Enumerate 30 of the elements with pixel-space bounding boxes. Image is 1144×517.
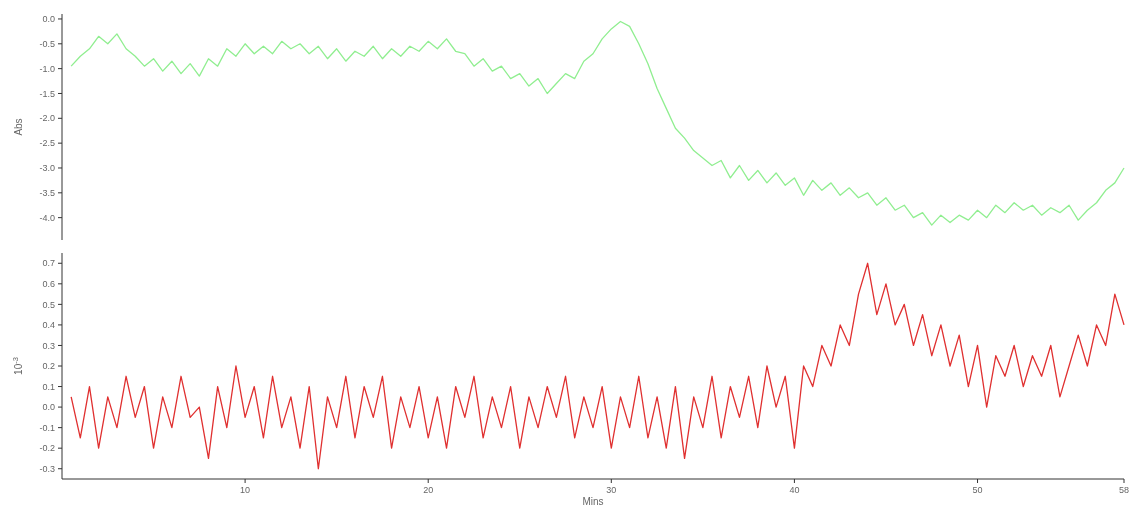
y-tick-label: 0.6 [42,278,55,289]
y-tick-label: 0.0 [42,402,55,413]
line-series [70,20,1125,226]
y-tick-label: 0.0 [42,14,55,25]
x-tick-label: 40 [789,485,800,495]
y-tick-label: -0.2 [39,443,55,454]
x-axis-title: Mins [582,496,604,507]
x-tick-label: 20 [423,485,434,495]
line-series [70,262,1125,470]
y-tick-label: -0.3 [39,463,55,474]
y-tick-label: 0.3 [42,340,55,351]
x-tick-label: 50 [972,485,983,495]
y-axis-title: Abs [13,118,24,136]
y-tick-label: -2.5 [39,138,55,149]
y-tick-label: -3.5 [39,187,55,198]
y-tick-label: -1.5 [39,88,55,99]
y-tick-label: 0.2 [42,361,55,372]
y-tick-label: -1.0 [39,63,55,74]
y-tick-label: -4.0 [39,212,55,223]
x-tick-label: 30 [606,485,617,495]
y-tick-label: -3.0 [39,163,55,174]
x-tick-label: 58 [1118,485,1130,495]
y-tick-label: 0.1 [42,381,55,392]
x-tick-label: 10 [240,485,251,495]
y-tick-label: 0.4 [42,320,55,331]
y-tick-label: 0.5 [42,299,55,310]
y-tick-label: 0.7 [42,258,55,269]
y-tick-label: -0.5 [39,38,55,49]
y-tick-label: -0.1 [39,422,55,433]
y-tick-label: -2.0 [39,113,55,124]
